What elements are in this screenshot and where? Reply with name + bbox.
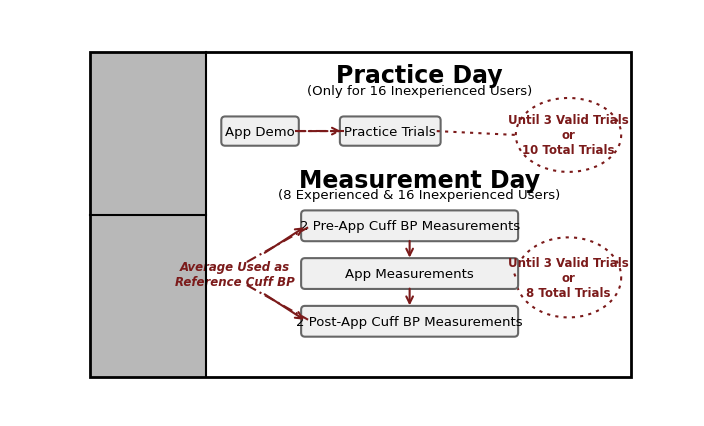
Text: Average Used as
Reference Cuff BP: Average Used as Reference Cuff BP: [175, 260, 295, 288]
Text: Practice Day: Practice Day: [336, 64, 503, 88]
Text: App Measurements: App Measurements: [345, 268, 474, 280]
FancyBboxPatch shape: [301, 259, 518, 289]
Text: 2 Post-App Cuff BP Measurements: 2 Post-App Cuff BP Measurements: [296, 315, 523, 328]
Bar: [206, 53, 632, 377]
Text: Practice Trials: Practice Trials: [344, 125, 436, 138]
Text: Until 3 Valid Trials
or
8 Total Trials: Until 3 Valid Trials or 8 Total Trials: [508, 256, 629, 299]
FancyBboxPatch shape: [301, 306, 518, 337]
Bar: [89, 53, 206, 377]
Text: (8 Experienced & 16 Inexperienced Users): (8 Experienced & 16 Inexperienced Users): [278, 189, 560, 202]
FancyBboxPatch shape: [221, 117, 298, 147]
Text: 2 Pre-App Cuff BP Measurements: 2 Pre-App Cuff BP Measurements: [300, 220, 520, 233]
Text: Until 3 Valid Trials
or
10 Total Trials: Until 3 Valid Trials or 10 Total Trials: [508, 114, 629, 157]
Text: App Demo: App Demo: [225, 125, 295, 138]
FancyBboxPatch shape: [301, 211, 518, 242]
Text: (Only for 16 Inexperienced Users): (Only for 16 Inexperienced Users): [307, 85, 532, 98]
FancyBboxPatch shape: [340, 117, 441, 147]
Text: Measurement Day: Measurement Day: [298, 168, 540, 192]
